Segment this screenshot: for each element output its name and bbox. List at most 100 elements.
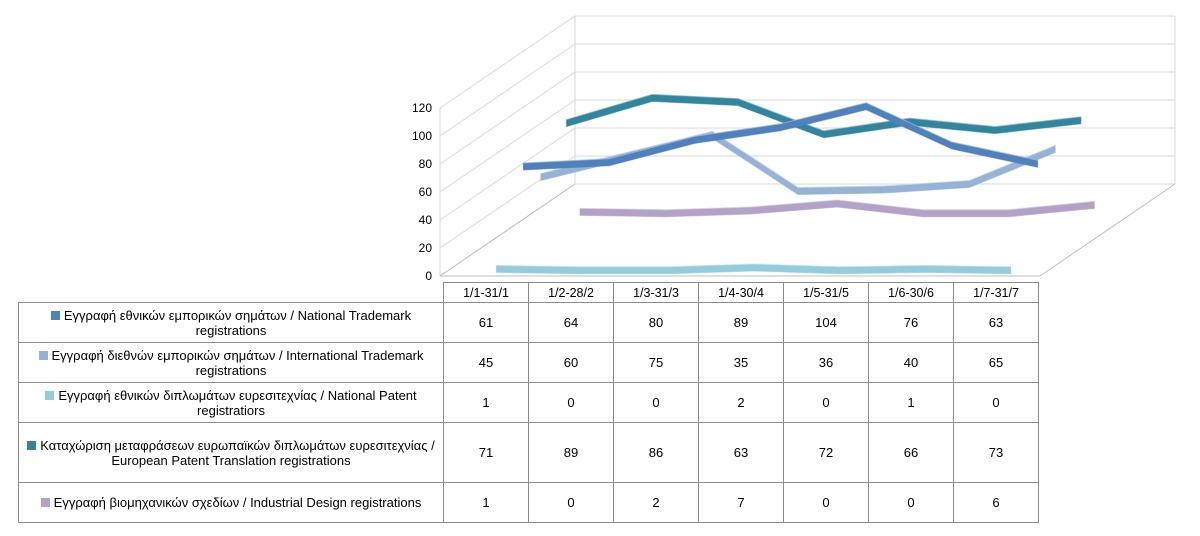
data-value: 76 — [868, 302, 954, 343]
data-point — [883, 189, 885, 191]
category-label: 1/6-30/6 — [868, 282, 954, 303]
data-table-row: Εγγραφή διεθνών εμπορικών σημάτων / Inte… — [18, 342, 1039, 383]
floor-right-edge — [1039, 183, 1176, 277]
series-label: Εγγραφή εθνικών διπλωμάτων ευρεσιτεχνίας… — [18, 382, 444, 423]
data-point — [1093, 204, 1095, 206]
data-point — [581, 269, 583, 271]
data-point — [994, 129, 996, 131]
data-value: 63 — [953, 302, 1039, 343]
data-value: 0 — [783, 482, 869, 523]
series-label: Καταχώριση μεταφράσεων ευρωπαϊκών διπλωμ… — [18, 422, 444, 483]
data-value: 45 — [443, 342, 529, 383]
data-value: 1 — [443, 482, 529, 523]
chart-plot: 0 20 40 60 80 100 120 — [412, 15, 1176, 283]
data-value: 0 — [613, 382, 699, 423]
series-name: Εγγραφή εθνικών εμπορικών σημάτων / Nati… — [63, 307, 412, 338]
data-table: 1/1-31/1 1/2-28/2 1/3-31/3 1/4-30/4 1/5-31/5… — [18, 282, 1039, 523]
legend-key — [38, 350, 48, 360]
series-name: Καταχώριση μεταφράσεων ευρωπαϊκών διπλωμ… — [40, 437, 435, 468]
data-value: 61 — [443, 302, 529, 343]
data-table-corner — [19, 283, 444, 303]
data-point — [750, 209, 752, 211]
data-value: 1 — [868, 382, 954, 423]
data-point — [823, 133, 825, 135]
data-value: 66 — [868, 422, 954, 483]
series-label: Εγγραφή διεθνών εμπορικών σημάτων / Inte… — [18, 342, 444, 383]
gridline-side — [439, 71, 576, 165]
data-point — [838, 269, 840, 271]
data-point — [1037, 163, 1039, 165]
data-point — [1054, 148, 1056, 150]
data-table-row: Εγγραφή εθνικών εμπορικών σημάτων / Nati… — [18, 302, 1039, 343]
data-value: 2 — [613, 482, 699, 523]
series-name: Εγγραφή εθνικών διπλωμάτων ευρεσιτεχνίας… — [58, 387, 417, 418]
data-point — [566, 122, 568, 124]
data-point — [1080, 119, 1082, 121]
data-point — [922, 212, 924, 214]
data-point — [540, 176, 542, 178]
data-value: 89 — [698, 302, 784, 343]
data-value: 6 — [953, 482, 1039, 523]
data-point — [495, 268, 497, 270]
legend-key — [50, 310, 60, 320]
data-point — [608, 161, 610, 163]
data-table-header: 1/1-31/1 1/2-28/2 1/3-31/3 1/4-30/4 1/5-31/5… — [19, 282, 1039, 303]
data-value: 0 — [868, 482, 954, 523]
data-value: 40 — [868, 342, 954, 383]
data-value: 7 — [698, 482, 784, 523]
data-value: 35 — [698, 342, 784, 383]
data-point — [579, 211, 581, 213]
data-value: 75 — [613, 342, 699, 383]
data-value: 63 — [698, 422, 784, 483]
data-value: 104 — [783, 302, 869, 343]
data-point — [737, 101, 739, 103]
series-edge-3 — [566, 93, 1081, 132]
data-point — [1008, 212, 1010, 214]
data-value: 64 — [528, 302, 614, 343]
data-table-row: Καταχώριση μεταφράσεων ευρωπαϊκών διπλωμ… — [18, 422, 1039, 483]
series-edge-2 — [496, 263, 1011, 268]
data-point — [665, 212, 667, 214]
data-value: 73 — [953, 422, 1039, 483]
gridline-side — [439, 127, 576, 221]
gridline-side — [439, 15, 576, 109]
data-value: 1 — [443, 382, 529, 423]
category-label: 1/3-31/3 — [613, 282, 699, 303]
category-label: 1/7-31/7 — [953, 282, 1039, 303]
data-point — [1010, 269, 1012, 271]
data-value: 0 — [528, 482, 614, 523]
series-edge-4 — [580, 199, 1095, 211]
legend-key — [27, 440, 37, 450]
category-label: 1/5-31/5 — [783, 282, 869, 303]
series-ribbon-2 — [495, 263, 1012, 275]
gridline-side — [439, 99, 576, 193]
y-tick-label: 40 — [419, 213, 433, 227]
y-tick-label: 60 — [419, 185, 433, 199]
legend-key — [45, 390, 55, 400]
series-label: Εγγραφή βιομηχανικών σχεδίων / Industria… — [18, 482, 444, 523]
data-point — [753, 267, 754, 268]
data-point — [651, 97, 653, 99]
category-label: 1/2-28/2 — [528, 282, 614, 303]
data-table-row: Εγγραφή εθνικών διπλωμάτων ευρεσιτεχνίας… — [18, 382, 1039, 423]
y-tick-label: 80 — [419, 157, 433, 171]
data-value: 0 — [528, 382, 614, 423]
data-value: 0 — [953, 382, 1039, 423]
legend-key — [40, 498, 50, 507]
series-ribbon-3 — [566, 93, 1082, 139]
gridline-side — [439, 43, 576, 137]
data-value: 71 — [443, 422, 529, 483]
y-tick-label: 20 — [419, 241, 433, 255]
series-edge-1 — [540, 130, 1056, 188]
series-label: Εγγραφή εθνικών εμπορικών σημάτων / Nati… — [18, 302, 444, 343]
data-point — [865, 105, 867, 107]
category-label: 1/1-31/1 — [443, 282, 529, 303]
series-name: Εγγραφή διεθνών εμπορικών σημάτων / Inte… — [51, 347, 424, 378]
series-ribbon-4 — [579, 199, 1095, 218]
data-table-row: Εγγραφή βιομηχανικών σχεδίων / Industria… — [18, 482, 1039, 523]
y-tick-label: 100 — [412, 129, 432, 143]
data-point — [667, 269, 669, 271]
data-point — [797, 190, 799, 192]
data-point — [780, 126, 781, 128]
series-edge-0 — [523, 102, 1038, 164]
